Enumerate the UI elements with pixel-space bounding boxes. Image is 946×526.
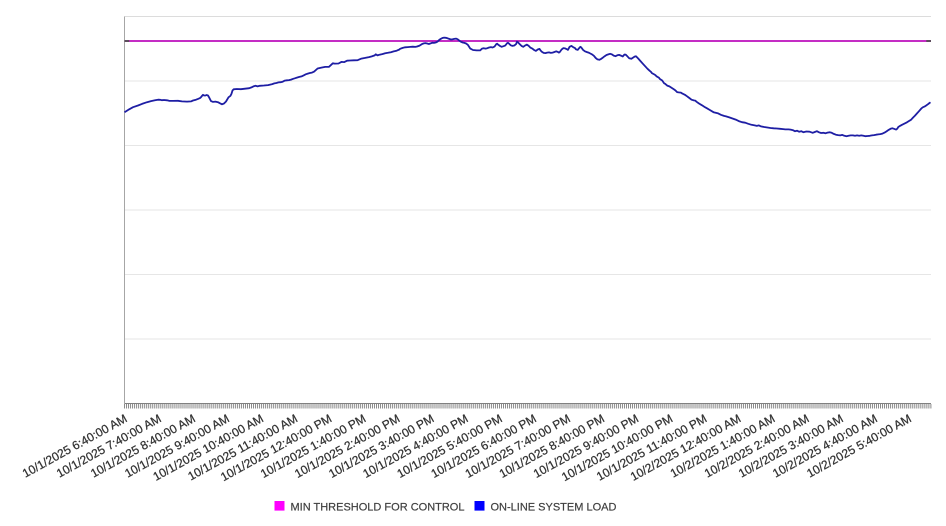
- svg-text:ON-LINE SYSTEM LOAD: ON-LINE SYSTEM LOAD: [491, 501, 617, 513]
- svg-text:MIN THRESHOLD FOR CONTROL: MIN THRESHOLD FOR CONTROL: [291, 501, 465, 513]
